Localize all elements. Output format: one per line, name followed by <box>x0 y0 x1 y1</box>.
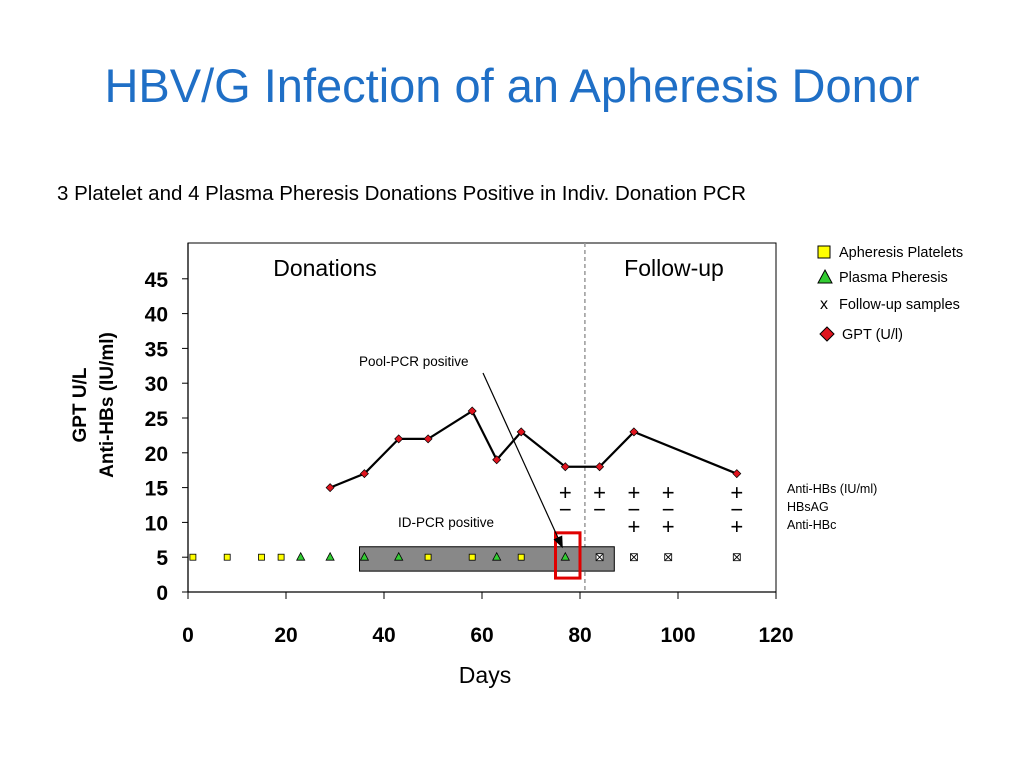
followup-point <box>630 553 638 562</box>
gpt-point <box>467 406 477 416</box>
gpt-point <box>359 469 369 479</box>
slide-title: HBV/G Infection of an Apheresis Donor <box>104 59 920 112</box>
x-tick-label: 40 <box>372 624 395 647</box>
serology-mark: − <box>730 497 743 522</box>
y-tick-label: 25 <box>145 408 169 431</box>
plasma-point <box>296 551 306 561</box>
legend-symbol-plasma <box>817 268 833 284</box>
legend-label-plasma: Plasma Pheresis <box>839 270 948 286</box>
donations-region-label: Donations <box>273 255 377 281</box>
gpt-point <box>423 434 433 444</box>
gpt-point <box>516 427 526 437</box>
x-tick-label: 80 <box>568 624 591 647</box>
x-tick-label: 20 <box>274 624 297 647</box>
plasma-point <box>492 551 502 561</box>
serology-mark: + <box>662 480 675 505</box>
serology-mark: + <box>730 480 743 505</box>
y-tick-label: 15 <box>145 478 169 501</box>
x-tick-label: 0 <box>182 624 194 647</box>
y-tick-label: 5 <box>156 547 168 570</box>
gpt-series-line <box>329 409 738 489</box>
gpt-point <box>560 462 570 472</box>
gpt-point <box>732 469 742 479</box>
pool-pcr-label: Pool-PCR positive <box>359 354 469 369</box>
y-tick-label: 45 <box>145 269 169 292</box>
y-tick-label: 20 <box>145 443 168 466</box>
serology-label-anti-hbc: Anti-HBc <box>787 518 836 532</box>
plasma-point <box>394 551 404 561</box>
y-tick-label: 40 <box>145 304 168 327</box>
y-axis-title-line1: GPT U/L <box>70 367 91 442</box>
plasma-point <box>359 551 370 561</box>
plot-frame <box>187 242 777 593</box>
gpt-point <box>629 427 639 437</box>
legend-label-followup: Follow-up samples <box>839 297 960 313</box>
followup-point-x <box>630 553 638 561</box>
plasma-point <box>560 551 570 561</box>
serology-mark: − <box>662 497 675 522</box>
y-tick-label: 35 <box>145 338 169 361</box>
serology-mark: + <box>662 514 675 539</box>
platelet-point <box>189 553 197 561</box>
followup-point-x <box>664 553 672 561</box>
followup-point <box>732 553 741 562</box>
serology-mark: + <box>627 480 640 505</box>
legend-label-platelets: Apheresis Platelets <box>839 245 963 261</box>
gpt-point <box>595 462 605 472</box>
pool-pcr-highlight-box <box>554 531 582 580</box>
followup-region-label: Follow-up <box>624 255 724 281</box>
serology-mark: − <box>559 497 572 522</box>
platelet-point <box>517 553 525 561</box>
followup-point-x <box>596 553 603 561</box>
serology-mark: + <box>730 514 743 539</box>
legend-label-gpt: GPT (U/l) <box>842 327 903 343</box>
serology-label-anti-hbs: Anti-HBs (IU/ml) <box>787 482 877 496</box>
x-axis-title: Days <box>459 662 511 688</box>
gpt-point <box>492 455 502 465</box>
followup-point <box>595 553 604 562</box>
slide-subtitle: 3 Platelet and 4 Plasma Pheresis Donatio… <box>57 182 747 205</box>
legend-symbol-followup: x <box>820 296 828 313</box>
serology-label-hbsag: HBsAG <box>787 500 829 514</box>
plasma-point <box>325 551 335 561</box>
serology-mark: − <box>593 497 606 522</box>
gpt-point <box>394 434 404 444</box>
serology-mark: + <box>559 480 572 505</box>
legend-symbol-platelet <box>817 245 831 259</box>
y-tick-label: 0 <box>156 582 168 605</box>
serology-mark: − <box>627 497 640 522</box>
y-tick-label: 10 <box>145 512 168 535</box>
platelet-point <box>277 553 285 561</box>
x-tick-label: 100 <box>660 624 695 647</box>
platelet-point <box>468 553 476 561</box>
followup-point-x <box>733 553 741 561</box>
serology-mark: + <box>593 480 606 505</box>
serology-mark: + <box>627 514 640 539</box>
platelet-point <box>258 553 265 561</box>
legend-symbol-gpt <box>819 326 835 342</box>
x-tick-label: 120 <box>758 624 793 647</box>
platelet-point <box>424 553 432 561</box>
pool-pcr-arrow <box>482 372 563 549</box>
id-pcr-label: ID-PCR positive <box>398 515 494 530</box>
x-tick-label: 60 <box>470 624 493 647</box>
followup-point <box>664 553 673 562</box>
y-axis-title-line2: Anti-HBs (IU/ml) <box>97 332 118 478</box>
gpt-point <box>325 483 335 493</box>
legend: Apheresis Platelets Plasma Pheresis x Fo… <box>817 245 963 343</box>
y-tick-label: 30 <box>145 373 168 396</box>
platelet-point <box>223 553 231 561</box>
